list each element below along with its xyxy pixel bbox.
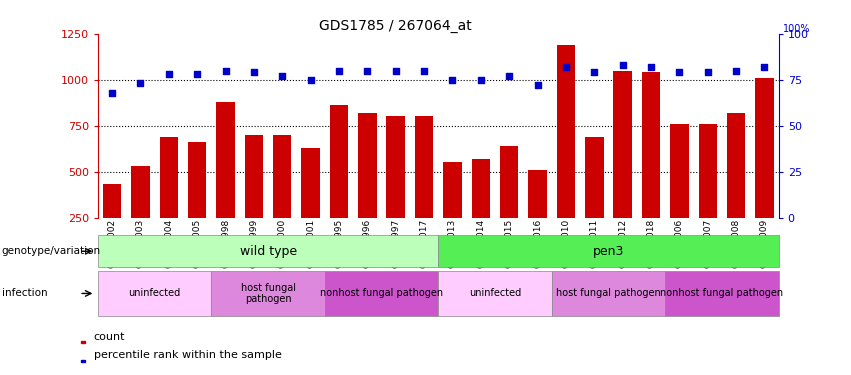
Point <box>616 62 630 68</box>
Point <box>106 90 119 96</box>
Point <box>389 68 403 74</box>
Text: host fungal
pathogen: host fungal pathogen <box>241 283 295 304</box>
Bar <box>642 72 660 263</box>
Bar <box>273 135 291 263</box>
Bar <box>216 102 235 263</box>
Text: genotype/variation: genotype/variation <box>2 246 100 256</box>
Bar <box>386 117 405 263</box>
Point <box>587 69 601 75</box>
Point <box>757 64 771 70</box>
Bar <box>358 113 377 263</box>
Bar <box>557 45 575 263</box>
Bar <box>160 136 178 263</box>
Text: pen3: pen3 <box>593 245 624 258</box>
Text: host fungal pathogen: host fungal pathogen <box>556 288 661 298</box>
Bar <box>585 136 603 263</box>
Bar <box>500 146 518 263</box>
Point <box>701 69 715 75</box>
Point <box>304 77 317 83</box>
Bar <box>325 271 438 316</box>
Point <box>474 77 488 83</box>
Point <box>332 68 346 74</box>
Text: 100%: 100% <box>783 24 810 34</box>
Bar <box>211 271 325 316</box>
Point <box>417 68 431 74</box>
Text: wild type: wild type <box>239 245 297 258</box>
Point <box>276 73 289 79</box>
Bar <box>98 271 211 316</box>
Bar <box>471 159 490 263</box>
Point <box>219 68 232 74</box>
Bar <box>551 271 665 316</box>
Bar <box>699 124 717 263</box>
Bar <box>443 162 461 263</box>
Point <box>729 68 743 74</box>
Bar <box>98 235 438 267</box>
Bar <box>245 135 263 263</box>
Point <box>502 73 516 79</box>
Point <box>247 69 260 75</box>
Bar <box>81 360 85 362</box>
Bar <box>330 105 348 263</box>
Bar <box>131 166 150 263</box>
Bar <box>188 142 206 263</box>
Bar <box>727 113 745 263</box>
Bar <box>756 78 774 263</box>
Text: percentile rank within the sample: percentile rank within the sample <box>94 351 282 360</box>
Text: nonhost fungal pathogen: nonhost fungal pathogen <box>320 288 443 298</box>
Bar <box>614 70 631 263</box>
Text: nonhost fungal pathogen: nonhost fungal pathogen <box>660 288 784 298</box>
Point <box>361 68 374 74</box>
Text: count: count <box>94 332 125 342</box>
Text: GDS1785 / 267064_at: GDS1785 / 267064_at <box>319 19 472 33</box>
Bar <box>665 271 779 316</box>
Point <box>191 71 204 77</box>
Text: infection: infection <box>2 288 48 298</box>
Point <box>134 80 147 86</box>
Text: uninfected: uninfected <box>129 288 180 298</box>
Bar <box>438 235 779 267</box>
Point <box>644 64 658 70</box>
Point <box>559 64 573 70</box>
Bar <box>103 184 122 263</box>
Point <box>672 69 686 75</box>
Text: uninfected: uninfected <box>469 288 521 298</box>
Bar <box>671 124 688 263</box>
Point <box>531 82 545 88</box>
Bar <box>415 117 433 263</box>
Bar <box>528 170 547 263</box>
Bar <box>438 271 551 316</box>
Bar <box>301 148 320 263</box>
Point <box>446 77 460 83</box>
Bar <box>81 341 85 343</box>
Point <box>162 71 175 77</box>
